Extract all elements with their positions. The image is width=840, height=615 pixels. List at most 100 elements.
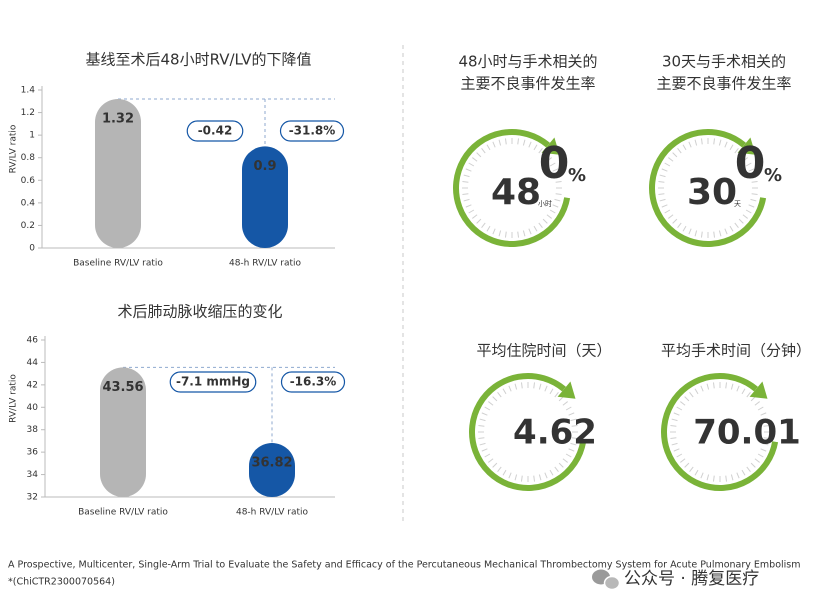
gauge-arc xyxy=(661,373,779,491)
gauge-tick xyxy=(700,138,703,145)
gauge-tick xyxy=(724,228,728,235)
gauge-tick xyxy=(522,230,526,237)
y-tick-label: 0.2 xyxy=(21,221,35,231)
gauge-tick xyxy=(492,141,496,148)
gauge-tick xyxy=(754,401,760,406)
gauge-tick xyxy=(718,139,722,146)
annotation: -31.8% xyxy=(289,124,336,138)
gauge-tick xyxy=(734,148,739,154)
bar xyxy=(100,367,146,497)
gauge-tick xyxy=(476,218,482,224)
gauge-tick xyxy=(713,231,716,238)
gauge-tick xyxy=(754,458,760,463)
stat-value: 70.01 xyxy=(693,413,801,453)
gauge-tick xyxy=(712,382,715,389)
gauge-tick xyxy=(659,198,666,202)
gauge-tick xyxy=(670,437,677,440)
annotation: -0.42 xyxy=(198,124,233,138)
gauge-tick xyxy=(745,209,752,214)
gauge-tick xyxy=(520,382,523,389)
gauge-tick xyxy=(498,139,502,146)
gauge-tick xyxy=(502,388,507,395)
gauge-tick xyxy=(508,385,512,392)
gauge-tick xyxy=(671,442,678,446)
gauge-tick xyxy=(486,225,491,232)
gauge-tick xyxy=(538,148,543,154)
gauge-arc xyxy=(453,129,571,247)
gauge-tick xyxy=(528,228,532,235)
y-tick-label: 36 xyxy=(27,448,39,458)
gauge-tick xyxy=(552,204,559,208)
gauge-tick xyxy=(671,418,678,422)
gauge-tick xyxy=(571,437,578,440)
gauge-arrow xyxy=(541,137,560,155)
gauge-tick xyxy=(542,218,548,224)
gauge-tick xyxy=(565,406,572,411)
gauge-tick xyxy=(481,448,488,452)
stat-title: 主要不良事件发生率 xyxy=(656,75,791,93)
gauge-tick xyxy=(538,474,542,481)
footnote: *(ChiCTR2300070564) xyxy=(8,577,115,588)
y-tick-label: 42 xyxy=(27,380,38,390)
gauge-tick xyxy=(736,472,740,479)
stat-background: 48 xyxy=(491,172,541,213)
gauge-tick xyxy=(688,228,692,235)
y-axis-label: RV/LV ratio xyxy=(9,374,19,423)
gauge-tick xyxy=(745,162,752,167)
gauge-tick xyxy=(468,162,475,167)
gauge-tick xyxy=(725,382,728,389)
gauge-arrow xyxy=(749,381,768,399)
gauge-tick xyxy=(684,462,690,468)
stat-value: 0 xyxy=(735,138,766,189)
gauge-tick xyxy=(750,462,756,468)
gauge-tick xyxy=(533,382,536,389)
gauge-tick xyxy=(706,383,710,390)
y-tick-label: 0 xyxy=(29,244,35,254)
y-tick-label: 0.6 xyxy=(21,176,36,186)
gauge-tick xyxy=(554,466,559,472)
gauge-tick xyxy=(549,162,556,167)
gauge-tick xyxy=(670,424,677,427)
gauge-tick xyxy=(479,442,486,446)
chart-title: 基线至术后48小时RV/LV的下降值 xyxy=(86,51,312,69)
gauge-tick xyxy=(497,466,502,472)
gauge-tick xyxy=(552,168,559,172)
y-tick-label: 0.4 xyxy=(21,198,36,208)
gauge-tick xyxy=(472,157,478,162)
stat-unit: % xyxy=(764,165,782,186)
gauge-tick xyxy=(738,152,744,158)
annotation-box xyxy=(279,120,345,142)
gauge-arrow xyxy=(737,137,756,155)
x-tick-label: Baseline RV/LV ratio xyxy=(73,259,163,269)
gauge-tick xyxy=(742,157,748,162)
gauge-arrow xyxy=(557,381,576,399)
gauge-tick xyxy=(484,453,491,458)
gauge-tick xyxy=(734,222,739,228)
gauge-tick xyxy=(748,204,755,208)
gauge-tick xyxy=(700,231,703,238)
stat-title: 主要不良事件发生率 xyxy=(460,75,595,93)
gauge-tick xyxy=(760,412,767,416)
x-tick-label: 48-h RV/LV ratio xyxy=(229,259,302,269)
gauge-tick xyxy=(498,230,502,237)
watermark: 公众号 · 腾复医疗 xyxy=(624,569,759,589)
gauge-tick xyxy=(517,231,520,238)
gauge-tick xyxy=(533,475,536,482)
stat-title: 48小时与手术相关的 xyxy=(458,53,597,71)
gauge-tick xyxy=(504,138,507,145)
gauge-tick xyxy=(476,152,482,158)
gauge-tick xyxy=(504,231,507,238)
gauge-tick xyxy=(689,392,694,398)
value-label: 1.32 xyxy=(102,112,134,127)
gauge-tick xyxy=(741,388,746,395)
gauge-tick xyxy=(673,448,680,452)
x-tick-label: Baseline RV/LV ratio xyxy=(78,508,168,518)
gauge-tick xyxy=(664,162,671,167)
gauge-tick xyxy=(549,388,554,395)
gauge-tick xyxy=(738,218,744,224)
gauge-tick xyxy=(724,141,728,148)
gauge-tick xyxy=(668,157,674,162)
gauge-tick xyxy=(533,225,538,232)
gauge-tick xyxy=(750,198,757,202)
